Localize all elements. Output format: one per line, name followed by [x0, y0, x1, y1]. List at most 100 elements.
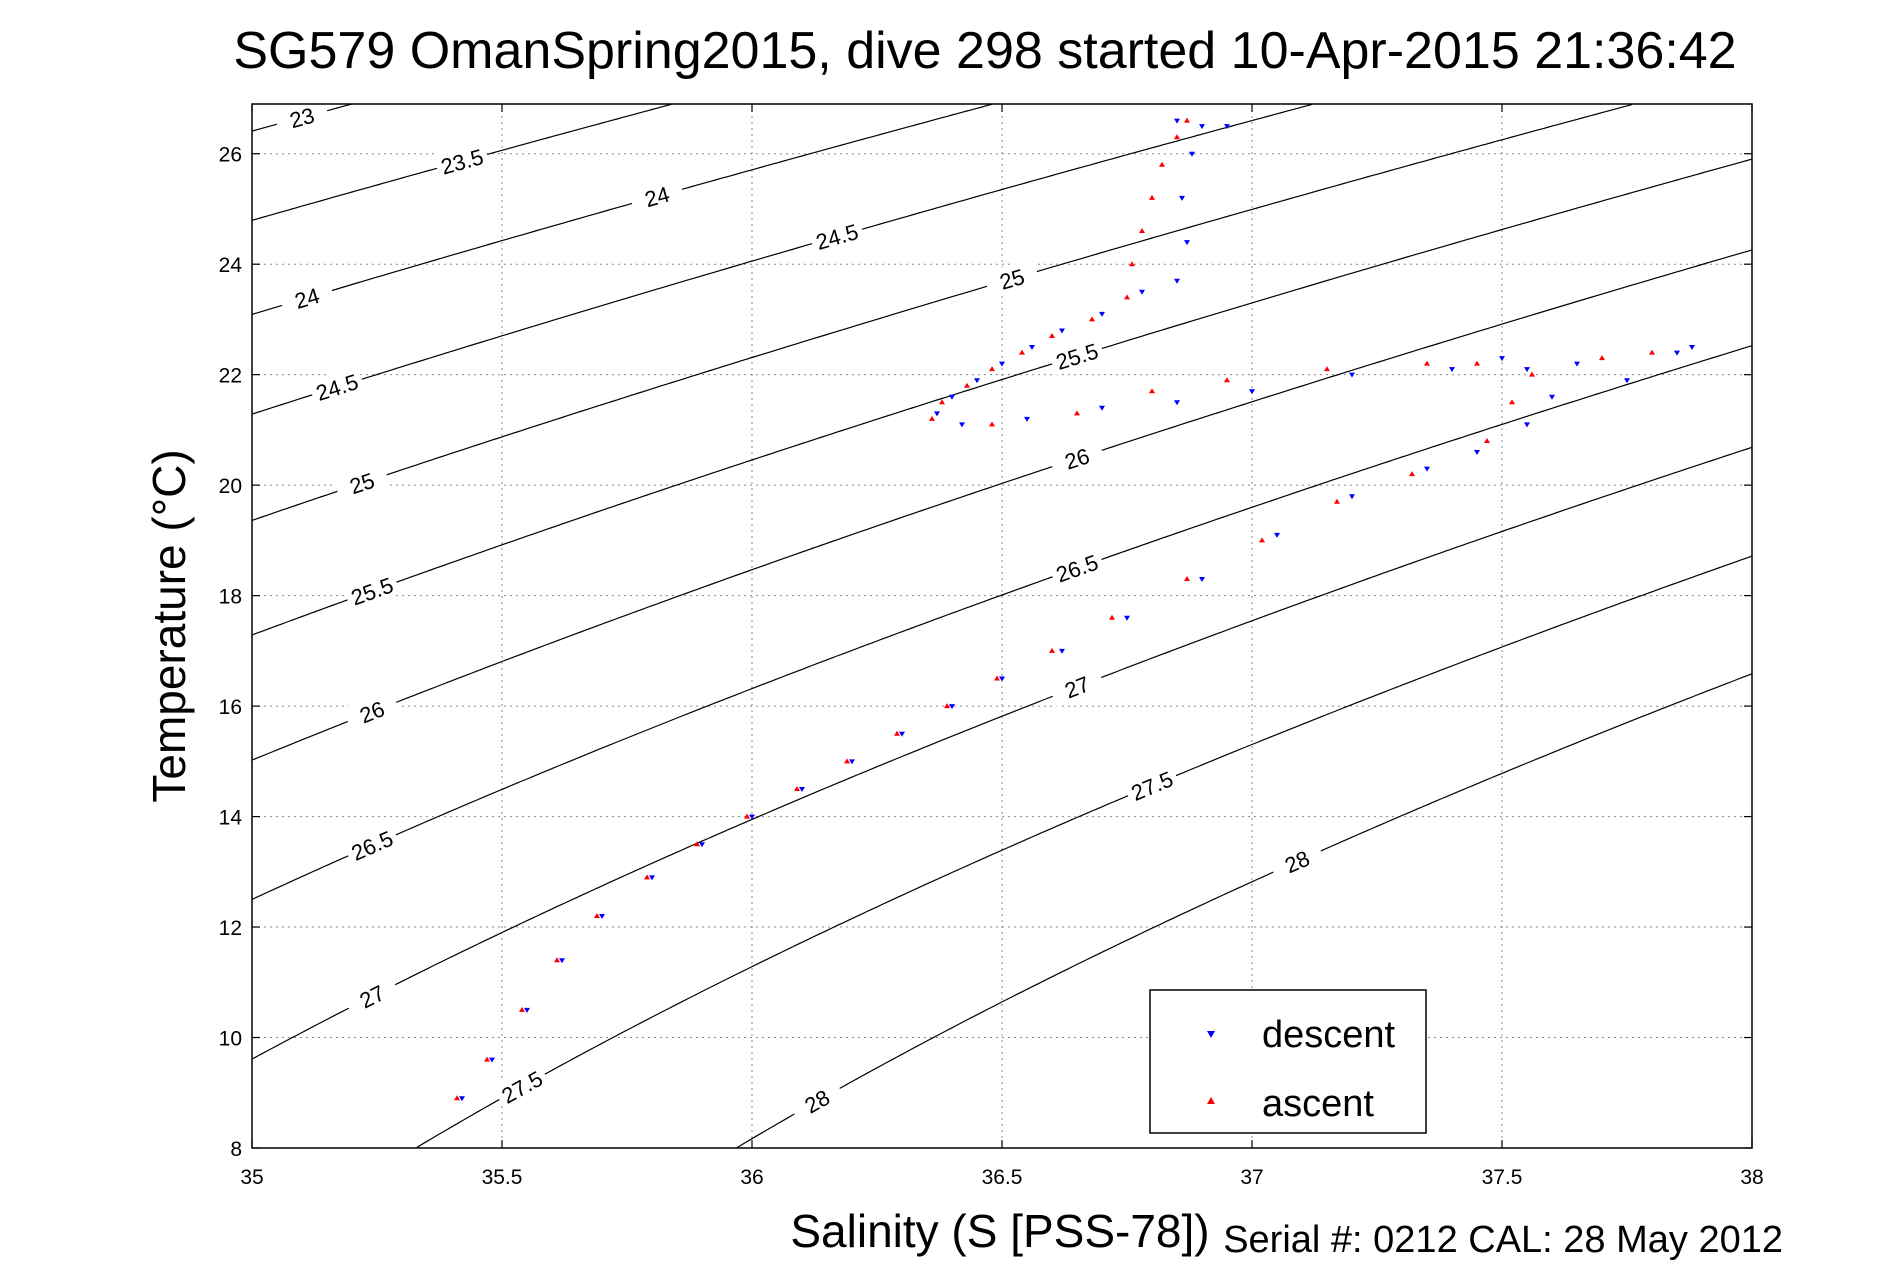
descent-point — [1124, 615, 1130, 621]
descent-point — [1574, 361, 1580, 367]
density-contour — [251, 104, 1633, 521]
ascent-point — [484, 1056, 490, 1062]
descent-point — [489, 1057, 495, 1063]
axis-ticks: 35 35.5 36 36.5 37 37.5 38 8 10 12 14 16 18 20 22 24 26 — [219, 104, 1764, 1189]
legend-box — [1149, 989, 1427, 1134]
descent-point — [1199, 577, 1205, 583]
y-axis-title: Temperature (°C) — [143, 449, 195, 802]
descent-point — [1099, 311, 1105, 317]
contour-label-bg — [1267, 838, 1326, 884]
chart-title: SG579 OmanSpring2015, dive 298 started 1… — [233, 22, 1736, 80]
contour-label: 27.5 — [1128, 766, 1177, 806]
descent-point — [934, 411, 940, 417]
x-tick-label: 37.5 — [1482, 1166, 1523, 1189]
legend-ascent-label: ascent — [1262, 1083, 1374, 1125]
descent-point — [1099, 405, 1105, 411]
ascent-point — [644, 874, 650, 880]
descent-point — [949, 394, 955, 400]
x-axis-title: Salinity (S [PSS-78]) — [790, 1205, 1209, 1257]
descent-point — [899, 731, 905, 737]
contour-label-bg — [433, 140, 491, 180]
y-tick-label: 8 — [230, 1138, 242, 1161]
y-tick-label: 24 — [219, 254, 243, 277]
contour-label-bg — [273, 97, 331, 136]
descent-point — [1349, 372, 1355, 378]
contour-label: 25.5 — [1053, 338, 1101, 375]
descent-point — [1499, 356, 1505, 362]
data-points — [454, 117, 1695, 1102]
descent-point — [1674, 350, 1680, 356]
contour-label: 23.5 — [438, 144, 486, 180]
contour-label-bg — [332, 461, 391, 503]
contour-label: 24.5 — [813, 219, 861, 255]
ascent-point — [519, 1006, 525, 1012]
ascent-point — [894, 730, 900, 736]
descent-point — [799, 786, 805, 792]
ascent-point — [694, 841, 700, 847]
contour-label-bg — [1047, 546, 1106, 589]
ascent-point — [594, 913, 600, 918]
descent-point — [1274, 532, 1280, 538]
contour-label-bg — [983, 258, 1041, 298]
contour-label-bg — [808, 215, 866, 256]
descent-point — [524, 1007, 530, 1013]
descent-point — [1549, 394, 1555, 400]
descent-point — [974, 378, 980, 384]
y-tick-label: 14 — [219, 807, 243, 830]
contour-label-bg — [492, 1061, 551, 1110]
y-tick-label: 16 — [219, 696, 242, 719]
ascent-point — [1089, 316, 1095, 322]
density-contour — [251, 345, 1753, 900]
ascent-point — [1139, 228, 1145, 234]
descent-point — [1224, 124, 1230, 130]
ascent-point — [989, 421, 995, 427]
ascent-point — [1049, 647, 1055, 653]
ascent-point — [1409, 471, 1415, 477]
y-tick-label: 12 — [219, 917, 242, 940]
descent-point — [949, 704, 955, 710]
contour-label-bg — [342, 689, 401, 733]
contour-label: 26.5 — [1053, 550, 1102, 588]
descent-point — [459, 1096, 465, 1102]
contour-label-bg — [1047, 664, 1106, 708]
density-contour — [416, 555, 1753, 1148]
ascent-point — [1174, 134, 1180, 140]
x-tick-label: 37 — [1240, 1166, 1263, 1189]
ascent-point — [1129, 261, 1135, 267]
ascent-point — [1509, 399, 1515, 405]
ascent-point — [1149, 194, 1155, 200]
descent-point — [1524, 367, 1530, 373]
y-tick-label: 10 — [219, 1028, 242, 1051]
descent-point — [1524, 422, 1530, 428]
contour-label-bg — [787, 1076, 846, 1125]
x-tick-label: 35 — [240, 1166, 263, 1189]
density-contour — [736, 673, 1753, 1149]
descent-point — [1449, 367, 1455, 373]
descent-point — [649, 875, 655, 881]
descent-point — [1179, 195, 1185, 201]
contour-label-bg — [1048, 335, 1106, 376]
ascent-point — [1109, 614, 1115, 620]
legend-descent-marker — [1207, 1031, 1215, 1038]
legend-descent-label: descent — [1262, 1014, 1396, 1056]
descent-point — [599, 914, 605, 919]
ascent-point — [554, 957, 560, 963]
descent-point — [1424, 466, 1430, 472]
descent-point — [1249, 389, 1255, 395]
contour-label-bg — [342, 569, 401, 612]
serial-calibration-note: Serial #: 0212 CAL: 28 May 2012 — [1223, 1219, 1783, 1261]
descent-point — [959, 422, 965, 428]
y-tick-label: 18 — [219, 586, 242, 609]
descent-point — [1174, 118, 1180, 124]
ascent-point — [1159, 161, 1165, 167]
contour-label-bg — [628, 175, 686, 215]
descent-point — [849, 759, 855, 765]
ascent-point — [794, 785, 800, 791]
contour-label-bg — [1047, 437, 1106, 479]
density-contour — [251, 103, 1313, 415]
contour-label-bg — [307, 365, 366, 407]
x-tick-label: 36 — [740, 1166, 763, 1189]
ascent-point — [1019, 349, 1025, 355]
contour-label: 24.5 — [313, 369, 361, 406]
